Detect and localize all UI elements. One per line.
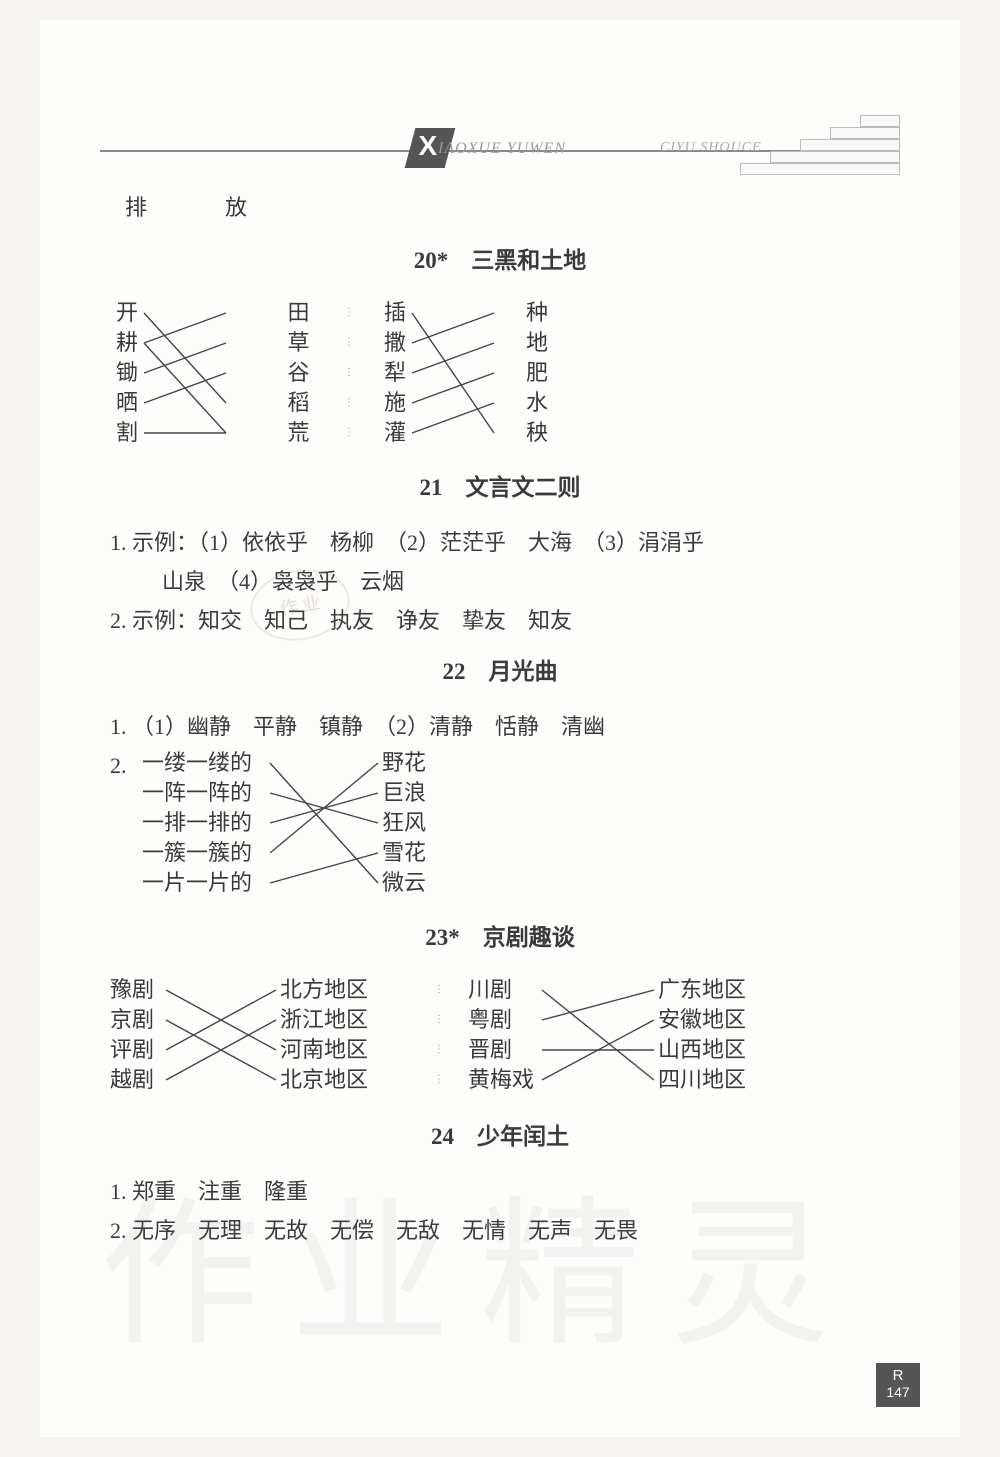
match-item: 开 [116,298,138,328]
match-23-right: 川剧粤剧晋剧黄梅戏 广东地区安徽地区山西地区四川地区 [468,975,788,1103]
s22-q2-row: 2. 一缕一缕的一阵一阵的一排一排的一簇一簇的一片一片的 野花巨浪狂风雪花微云 [110,748,900,904]
match-item: 施 [384,388,406,418]
match-item: 一片一片的 [142,868,252,898]
page-number-box: R 147 [876,1363,920,1407]
page-number: 147 [886,1384,909,1400]
match-item: 北京地区 [280,1065,368,1095]
match-item: 秧 [526,418,548,448]
match-item: 评剧 [110,1035,154,1065]
match-22: 一缕一缕的一阵一阵的一排一排的一簇一簇的一片一片的 野花巨浪狂风雪花微云 [142,748,482,904]
match-item: 广东地区 [658,975,746,1005]
section-21-title: 21 文言文二则 [100,470,900,507]
match-item: 安徽地区 [658,1005,746,1035]
match-20-left: 开耕锄晒割 田草谷稻荒 [110,298,320,454]
match-item: 水 [526,388,548,418]
match-item: 种 [526,298,548,328]
match-item: 狂风 [382,808,426,838]
s21-q1: 1. 示例：（1）依依乎 杨柳 （2）茫茫乎 大海 （3）涓涓乎 [110,525,900,560]
match-item: 浙江地区 [280,1005,368,1035]
match-23-left: 豫剧京剧评剧越剧 北方地区浙江地区河南地区北京地区 [110,975,410,1103]
s22-q2-label: 2. [110,748,142,904]
section-20-matching: 开耕锄晒割 田草谷稻荒 ⋮⋮⋮⋮⋮ 插撒犁施灌 种地肥水秧 [110,298,900,454]
match-item: 肥 [526,358,548,388]
match-item: 川剧 [468,975,534,1005]
match-item: 田 [288,298,310,328]
match-item: 撒 [384,328,406,358]
match-item: 耕 [116,328,138,358]
s21-q2: 2. 示例：知交 知己 执友 诤友 挚友 知友 [110,603,900,638]
match-item: 草 [288,328,310,358]
section-24-title: 24 少年闰土 [100,1119,900,1156]
match-item: 北方地区 [280,975,368,1005]
page: IAOXUE YUWEN CIYU SHOUCE 排 放 20* 三黑和土地 开… [40,20,960,1437]
match-item: 灌 [384,418,406,448]
s24-q1: 1. 郑重 注重 隆重 [110,1174,900,1209]
match-item: 犁 [384,358,406,388]
match-item: 锄 [116,358,138,388]
vertical-dots-icon: ⋮⋮⋮⋮ [430,975,448,1103]
match-item: 割 [116,418,138,448]
s22-q1: 1. （1）幽静 平静 镇静 （2）清静 恬静 清幽 [110,709,900,744]
match-item: 野花 [382,748,426,778]
match-item: 晋剧 [468,1035,534,1065]
match-item: 一阵一阵的 [142,778,252,808]
match-item: 晒 [116,388,138,418]
vertical-dots-icon: ⋮⋮⋮⋮⋮ [340,298,358,454]
match-item: 地 [526,328,548,358]
match-item: 越剧 [110,1065,154,1095]
match-item: 谷 [288,358,310,388]
match-item: 微云 [382,868,426,898]
match-item: 一缕一缕的 [142,748,252,778]
match-item: 四川地区 [658,1065,746,1095]
match-item: 荒 [288,418,310,448]
match-item: 粤剧 [468,1005,534,1035]
match-item: 雪花 [382,838,426,868]
match-item: 一簇一簇的 [142,838,252,868]
match-20-right: 插撒犁施灌 种地肥水秧 [378,298,588,454]
page-label-r: R [876,1363,920,1384]
stairs-decoration-icon [740,115,900,175]
s24-q2: 2. 无序 无理 无故 无偿 无敌 无情 无声 无畏 [110,1213,900,1248]
match-item: 黄梅戏 [468,1065,534,1095]
top-words: 排 放 [125,190,900,225]
match-item: 京剧 [110,1005,154,1035]
section-23-matching: 豫剧京剧评剧越剧 北方地区浙江地区河南地区北京地区 ⋮⋮⋮⋮ 川剧粤剧晋剧黄梅戏… [110,975,900,1103]
match-item: 稻 [288,388,310,418]
section-22-title: 22 月光曲 [100,654,900,691]
match-item: 一排一排的 [142,808,252,838]
match-item: 巨浪 [382,778,426,808]
match-item: 豫剧 [110,975,154,1005]
match-item: 河南地区 [280,1035,368,1065]
match-item: 插 [384,298,406,328]
content-body: 排 放 20* 三黑和土地 开耕锄晒割 田草谷稻荒 ⋮⋮⋮⋮⋮ 插撒犁施灌 种地… [100,190,900,1248]
section-20-title: 20* 三黑和土地 [100,243,900,280]
page-header: IAOXUE YUWEN CIYU SHOUCE [100,60,900,180]
match-item: 山西地区 [658,1035,746,1065]
header-pinyin-left: IAOXUE YUWEN [438,140,566,158]
section-23-title: 23* 京剧趣谈 [100,920,900,957]
